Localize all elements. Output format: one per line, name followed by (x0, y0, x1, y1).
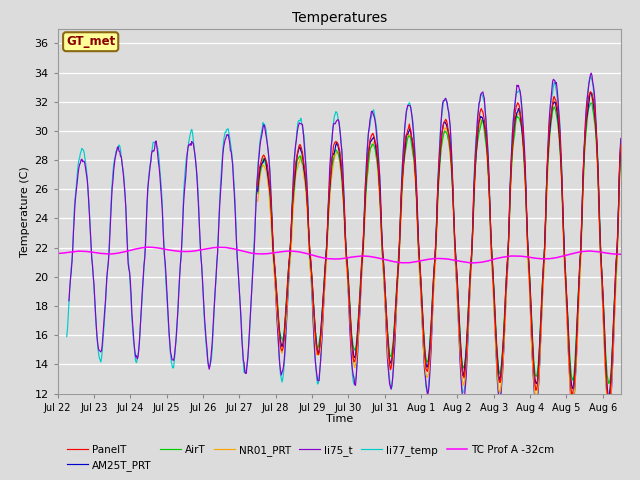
li75_t (472, 154, 479, 159)
li75_t (132, 353, 140, 359)
TC Prof A -32cm (132, 246, 140, 252)
li77_temp (458, 381, 465, 386)
Legend: PanelT, AM25T_PRT, AirT, NR01_PRT, li75_t, li77_temp, TC Prof A -32cm: PanelT, AM25T_PRT, AirT, NR01_PRT, li75_… (63, 441, 559, 475)
AM25T_PRT (316, 348, 323, 353)
NR01_PRT (472, 169, 479, 175)
AM25T_PRT (458, 359, 465, 364)
Title: Temperatures: Temperatures (292, 11, 387, 25)
li75_t (617, 136, 625, 142)
AirT (472, 165, 479, 170)
li75_t (458, 385, 465, 391)
li77_temp (132, 360, 140, 366)
Line: AirT: AirT (258, 103, 621, 384)
AirT (316, 340, 323, 346)
li77_temp (472, 147, 479, 153)
Line: AM25T_PRT: AM25T_PRT (258, 93, 621, 396)
PanelT (617, 142, 625, 148)
TC Prof A -32cm (470, 260, 477, 266)
PanelT (472, 161, 479, 167)
Line: NR01_PRT: NR01_PRT (258, 92, 621, 412)
TC Prof A -32cm (54, 251, 61, 256)
li75_t (294, 125, 301, 131)
li77_temp (617, 138, 625, 144)
AM25T_PRT (472, 165, 479, 171)
AirT (294, 156, 301, 162)
NR01_PRT (458, 369, 465, 374)
Text: GT_met: GT_met (66, 35, 115, 48)
TC Prof A -32cm (56, 251, 64, 256)
AM25T_PRT (294, 150, 301, 156)
NR01_PRT (316, 352, 323, 358)
X-axis label: Time: Time (326, 414, 353, 424)
Line: TC Prof A -32cm: TC Prof A -32cm (58, 247, 621, 263)
li77_temp (294, 120, 301, 125)
AirT (458, 355, 465, 361)
TC Prof A -32cm (144, 244, 152, 250)
Line: li75_t: li75_t (69, 73, 621, 413)
Line: PanelT: PanelT (258, 92, 621, 401)
li75_t (316, 378, 323, 384)
Line: li77_temp: li77_temp (67, 76, 621, 412)
NR01_PRT (617, 154, 625, 159)
TC Prof A -32cm (295, 249, 303, 254)
PanelT (316, 349, 323, 355)
TC Prof A -32cm (617, 252, 625, 257)
TC Prof A -32cm (458, 259, 466, 264)
PanelT (294, 148, 301, 154)
Y-axis label: Temperature (C): Temperature (C) (20, 166, 30, 257)
NR01_PRT (294, 164, 301, 170)
TC Prof A -32cm (316, 254, 324, 260)
TC Prof A -32cm (473, 260, 481, 265)
PanelT (458, 361, 465, 367)
AM25T_PRT (617, 145, 625, 151)
li77_temp (316, 374, 323, 380)
AirT (617, 151, 625, 156)
